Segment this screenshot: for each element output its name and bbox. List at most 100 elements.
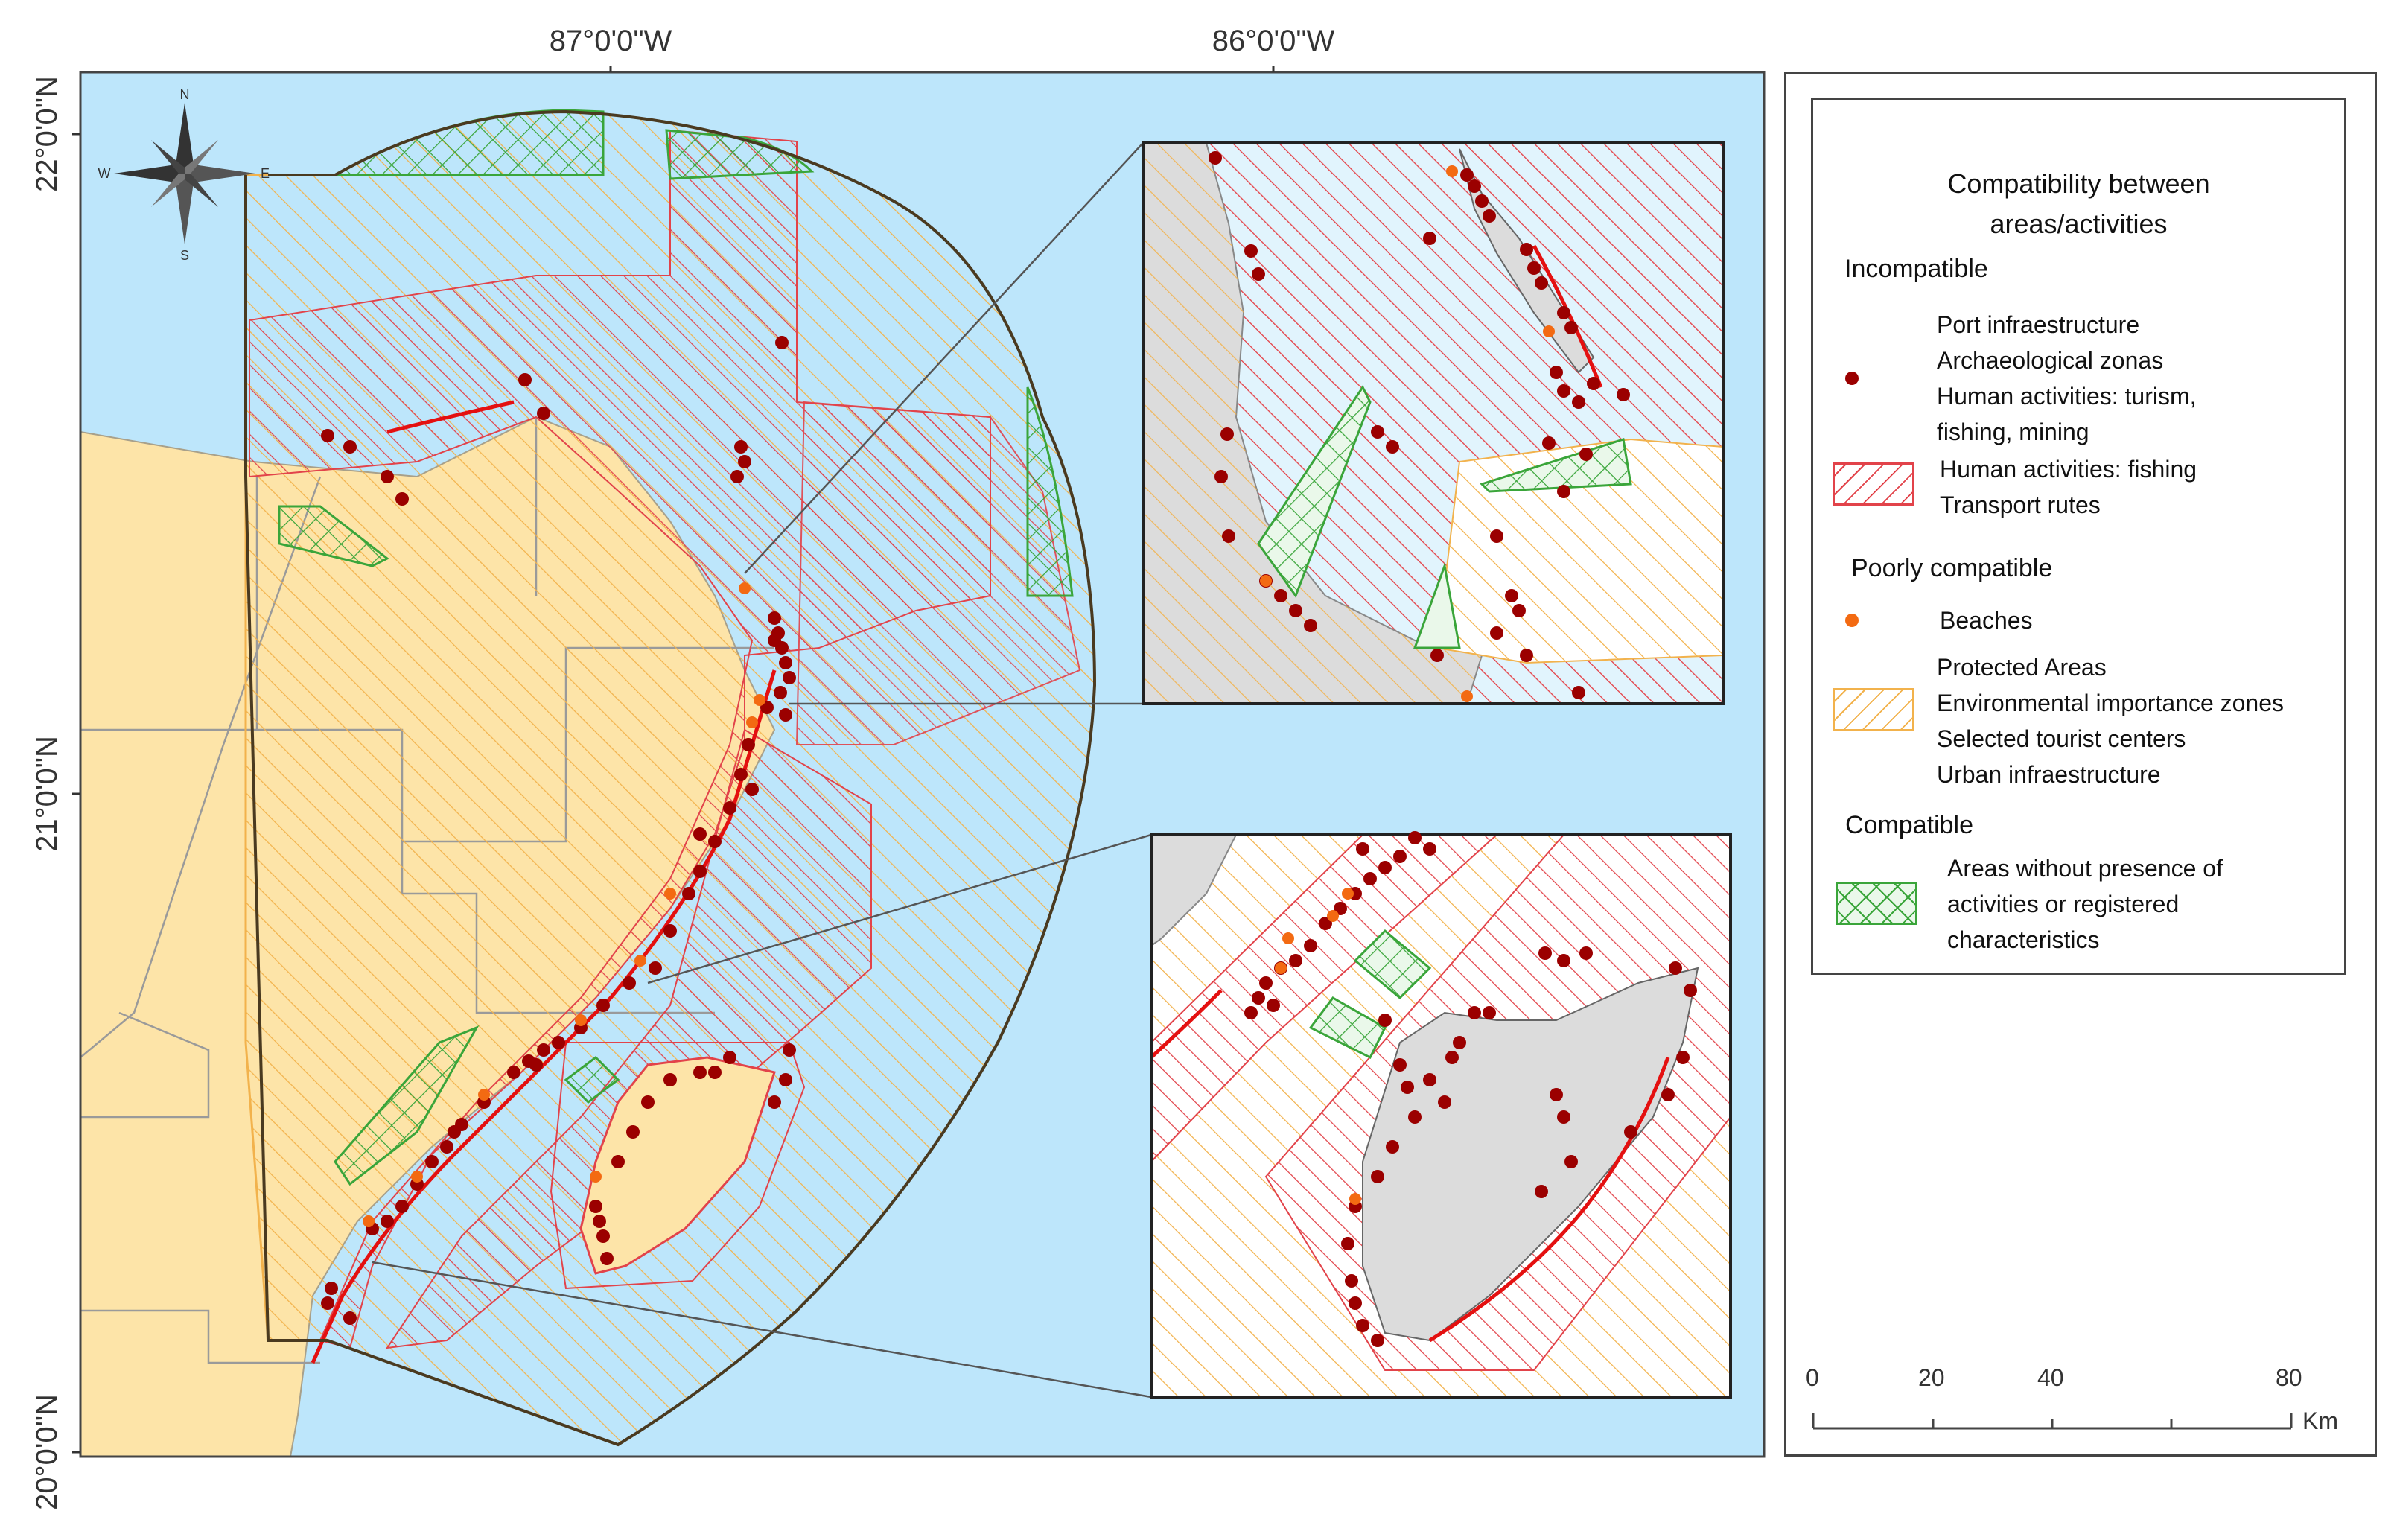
scale-tick-40: 40: [2037, 1364, 2064, 1391]
incompatible-point: [1244, 1006, 1258, 1019]
incompatible-point: [321, 1296, 334, 1310]
beach-point: [746, 716, 758, 728]
incompatible-point: [1460, 168, 1474, 182]
incompatible-point: [1557, 485, 1570, 498]
incompatible-point: [1393, 850, 1407, 863]
incompatible-point: [623, 976, 636, 990]
incompatible-point: [1453, 1036, 1466, 1049]
incompatible-point: [1505, 589, 1518, 602]
cozumel-island: [579, 1056, 776, 1275]
incompatible-point: [1289, 604, 1302, 617]
incompatible-point: [1468, 1006, 1481, 1019]
incompatible-point: [1371, 1170, 1384, 1183]
incompatible-point: [1557, 954, 1570, 967]
incompatible-point: [1557, 306, 1570, 319]
zone-incompatible-channel: [385, 728, 872, 1349]
incompatible-point: [663, 924, 677, 938]
incompatible-point: [1408, 1110, 1422, 1124]
coord-top-86w: 86°0'0"W: [1212, 25, 1335, 57]
beach-point: [1275, 962, 1287, 974]
incompatible-point: [600, 1252, 614, 1265]
incompatible-point: [1349, 1296, 1362, 1310]
inset-map-north: [1143, 143, 1723, 704]
incompatible-point: [1341, 1237, 1354, 1250]
points-layer: [321, 151, 1697, 1347]
incompatible-point: [1304, 939, 1317, 952]
incompatible-point: [1579, 448, 1593, 461]
beach-point: [1282, 932, 1294, 944]
incompatible-point: [708, 1066, 722, 1079]
incompatible-point: [1624, 1125, 1637, 1139]
compatible-area-southwest: [334, 1025, 480, 1186]
incompatible-point: [768, 1095, 781, 1109]
incompatible-point: [596, 999, 610, 1012]
inset-north-frame: [1142, 141, 1725, 705]
compass-west: W: [98, 166, 111, 181]
incompatible-point: [522, 1054, 535, 1068]
legend-point-beach: [1845, 614, 1859, 627]
incompatible-point: [1267, 999, 1280, 1012]
incompatible-point: [768, 611, 781, 625]
inset-south-island: [1362, 967, 1699, 1342]
scale-tick-20: 20: [1918, 1364, 1945, 1391]
incompatible-point: [381, 1215, 394, 1228]
incompatible-point: [1252, 267, 1265, 281]
incompatible-point: [1557, 384, 1570, 398]
incompatible-point: [649, 961, 662, 975]
incompatible-point: [1468, 179, 1481, 193]
zone-incompatible-east: [795, 401, 1081, 745]
beach-point: [1327, 910, 1339, 922]
incompatible-point: [537, 1043, 550, 1057]
beach-point: [575, 1014, 587, 1026]
incompatible-point: [779, 708, 792, 722]
incompatible-point: [1378, 1014, 1392, 1027]
incompatible-point: [774, 686, 787, 699]
compass-south: S: [180, 248, 189, 263]
legend-heading-poorly: Poorly compatible: [1851, 554, 2053, 582]
incompatible-point: [723, 801, 736, 815]
inset-north-green-3: [1413, 561, 1461, 649]
scale-unit: Km: [2302, 1407, 2338, 1434]
incompatible-point: [779, 1073, 792, 1086]
incompatible-point: [783, 671, 796, 684]
incompatible-point: [738, 455, 751, 468]
incompatible-point: [1617, 388, 1630, 401]
legend-swatch-incompatible: [1833, 462, 1914, 506]
incompatible-point: [321, 429, 334, 442]
incompatible-point: [1579, 946, 1593, 960]
legend-title: Compatibility between areas/activities: [1947, 168, 2210, 239]
incompatible-point: [593, 1215, 606, 1228]
incompatible-point: [1676, 1051, 1690, 1064]
incompatible-point: [626, 1125, 640, 1139]
incompatible-point: [693, 1066, 707, 1079]
incompatible-point: [1445, 1051, 1459, 1064]
incompatible-point: [663, 1073, 677, 1086]
coastline-red: [311, 400, 777, 1364]
incompatible-point: [589, 1200, 602, 1213]
incompatible-point: [730, 470, 744, 483]
incompatible-point: [1401, 1081, 1414, 1094]
incompatible-point: [611, 1155, 625, 1168]
incompatible-point: [1371, 1334, 1384, 1347]
incompatible-point: [745, 783, 759, 796]
incompatible-point: [1520, 649, 1533, 662]
incompatible-point: [1356, 1319, 1369, 1332]
incompatible-point: [723, 1051, 736, 1064]
compatible-area-small: [564, 1056, 620, 1104]
legend-label-poorly-polygon: Protected Areas Environmental importance…: [1937, 654, 2285, 788]
legend: Compatibility between areas/activities I…: [1811, 98, 2346, 975]
beach-point: [1260, 575, 1272, 587]
legend-label-incompatible-polygon: Human activities: fishing Transport rute…: [1940, 456, 2197, 518]
incompatible-point: [1572, 686, 1585, 699]
incompatible-point: [734, 768, 748, 781]
inset-north-yellow: [1143, 143, 1482, 704]
incompatible-point: [1538, 946, 1552, 960]
incompatible-point: [1527, 261, 1541, 275]
incompatible-point: [1535, 1185, 1548, 1198]
incompatible-point: [507, 1066, 520, 1079]
incompatible-point: [1423, 842, 1436, 856]
incompatible-point: [381, 470, 394, 483]
coord-left-21n: 21°0'0"N: [31, 736, 63, 852]
incompatible-point: [1564, 321, 1578, 334]
beach-point: [1342, 888, 1354, 900]
